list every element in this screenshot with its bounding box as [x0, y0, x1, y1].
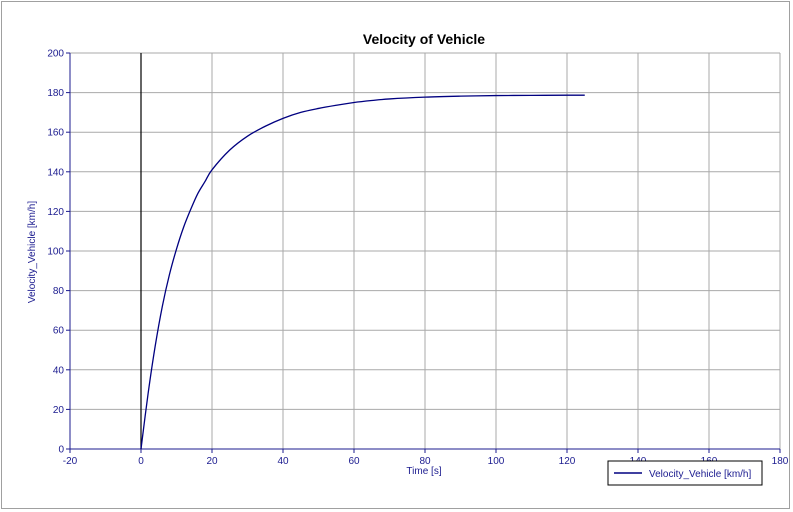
y-tick-label: 100 — [47, 247, 64, 258]
axes — [66, 52, 781, 453]
y-tick-label: 200 — [47, 49, 64, 60]
legend: Velocity_Vehicle [km/h] — [607, 460, 763, 486]
y-tick-label: 80 — [53, 286, 65, 297]
series-lines — [140, 94, 585, 450]
x-tick-label: 60 — [348, 456, 360, 467]
x-tick-label: -20 — [63, 456, 78, 467]
x-tick-label: 0 — [138, 456, 144, 467]
y-tick-label: 20 — [53, 405, 65, 416]
x-tick-label: 40 — [277, 456, 289, 467]
x-axis-title: Time [s] — [406, 466, 441, 477]
y-tick-label: 60 — [53, 326, 65, 337]
tick-labels: -200204060801001201401601800204060801001… — [47, 49, 788, 468]
y-tick-label: 40 — [53, 365, 65, 376]
x-tick-label: 100 — [488, 456, 505, 467]
x-tick-label: 180 — [772, 456, 789, 467]
y-tick-label: 120 — [47, 207, 64, 218]
legend-label: Velocity_Vehicle [km/h] — [649, 469, 751, 480]
x-tick-label: 20 — [206, 456, 218, 467]
x-tick-label: 120 — [559, 456, 576, 467]
series-line-velocity — [140, 94, 585, 450]
x-tick-label: 80 — [419, 456, 431, 467]
y-tick-label: 160 — [47, 128, 64, 139]
y-tick-label: 0 — [58, 445, 64, 456]
chart-title: Velocity of Vehicle — [363, 31, 485, 47]
y-tick-label: 140 — [47, 167, 64, 178]
y-axis-title: Velocity_Vehicle [km/h] — [27, 201, 38, 303]
y-tick-label: 180 — [47, 88, 64, 99]
